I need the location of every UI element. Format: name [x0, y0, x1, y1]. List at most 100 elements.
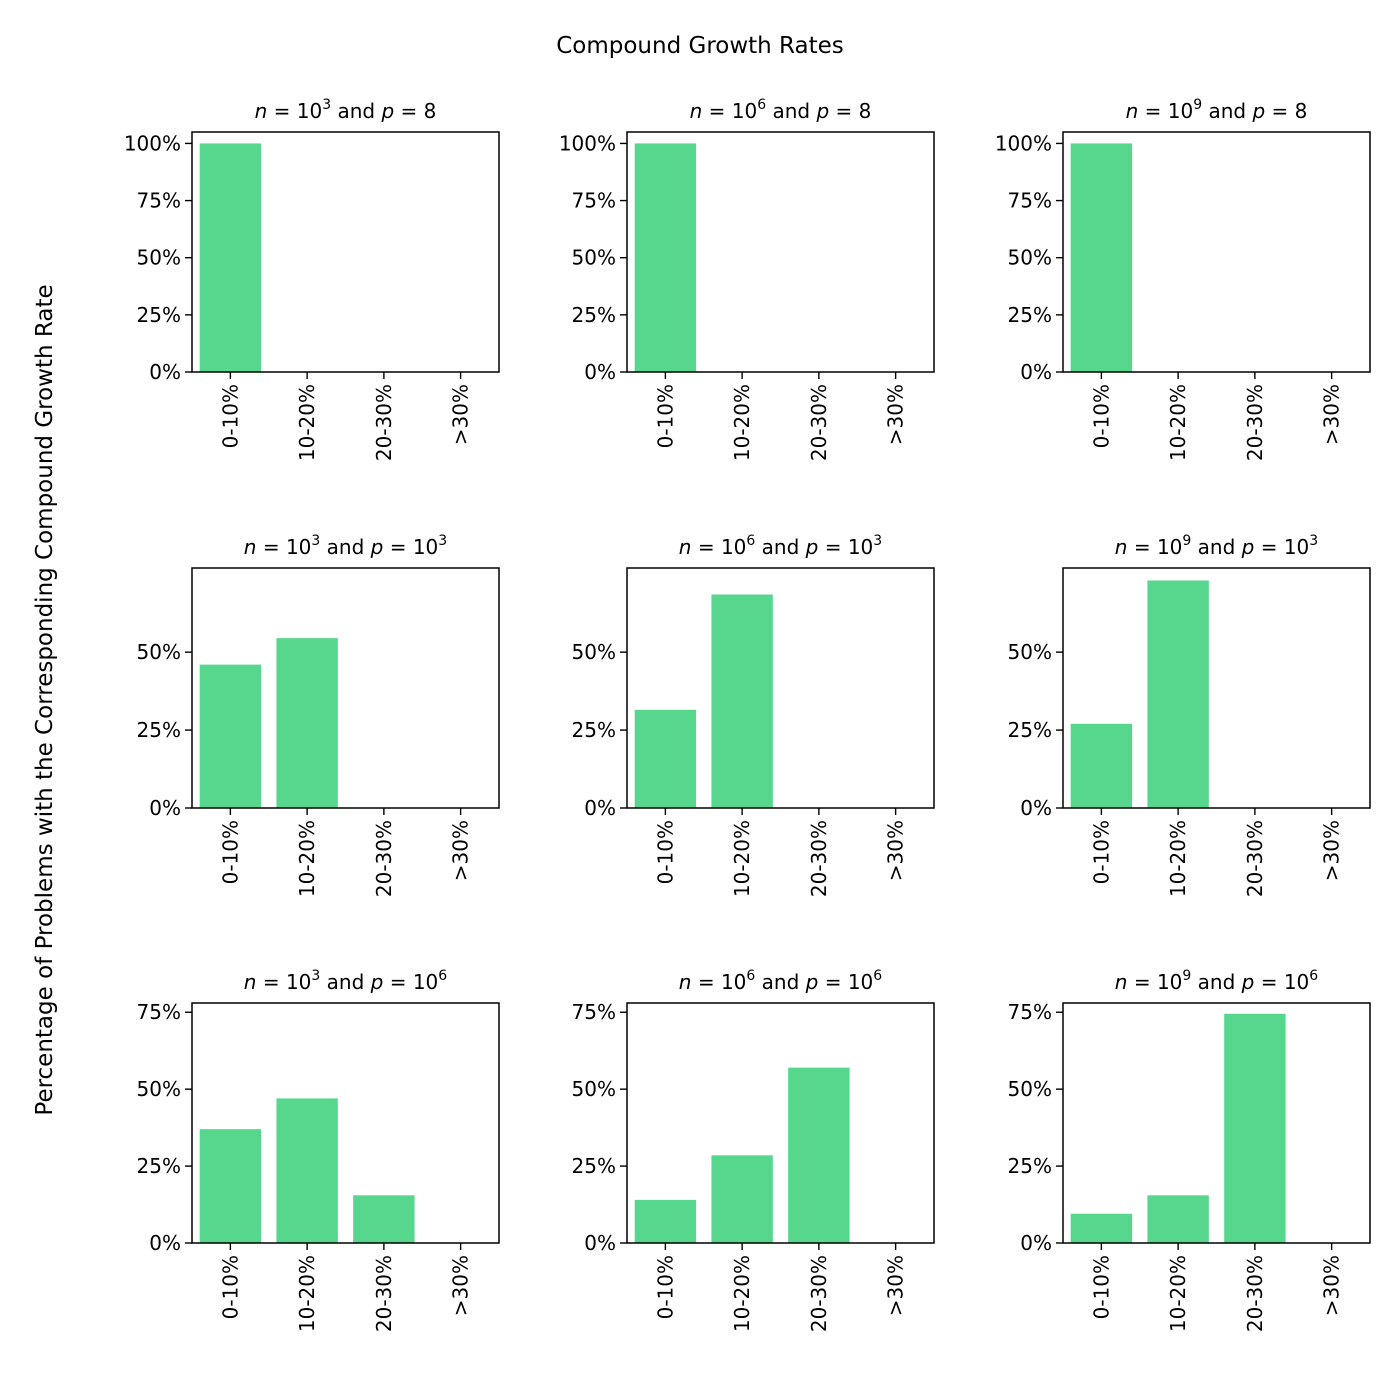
x-tick-label: 10-20% [730, 1255, 754, 1332]
y-tick-label: 25% [572, 303, 616, 327]
x-tick-label: 10-20% [295, 820, 319, 897]
x-tick-label: 0-10% [1089, 384, 1113, 448]
x-tick-label: 20-30% [807, 820, 831, 897]
panel-frame [626, 567, 935, 809]
x-tick-label: 20-30% [807, 1255, 831, 1332]
x-tick-label: >30% [884, 1255, 908, 1316]
x-tick-label: 0-10% [218, 820, 242, 884]
bar-8-2 [711, 1155, 773, 1243]
y-tick-label: 50% [572, 640, 616, 664]
x-tick-label: 20-30% [372, 1255, 396, 1332]
bar-5-1 [634, 709, 697, 808]
y-tick-label: 25% [1008, 1154, 1052, 1178]
y-tick-label: 75% [137, 189, 181, 213]
x-tick-label: 10-20% [730, 820, 754, 897]
x-tick-label: 10-20% [1166, 384, 1190, 461]
x-tick-label: >30% [449, 820, 473, 881]
bar-1-1 [199, 143, 262, 372]
panel-title: n = 103 and p = 8 [255, 97, 437, 123]
y-tick-label: 25% [572, 1154, 616, 1178]
y-tick-label: 25% [1008, 303, 1052, 327]
bar-8-1 [634, 1199, 697, 1243]
bar-7-2 [276, 1098, 338, 1243]
y-tick-label: 0% [149, 1231, 181, 1255]
y-tick-label: 0% [584, 1231, 616, 1255]
y-tick-label: 25% [137, 303, 181, 327]
y-tick-label: 50% [572, 1077, 616, 1101]
x-tick-label: 0-10% [653, 1255, 677, 1319]
y-tick-label: 75% [137, 1000, 181, 1024]
x-tick-label: 10-20% [295, 1255, 319, 1332]
panel-title: n = 103 and p = 106 [244, 968, 448, 994]
x-tick-label: 10-20% [1166, 1255, 1190, 1332]
panel-frame [626, 1002, 935, 1244]
panel-frame [191, 131, 500, 373]
y-tick-label: 50% [137, 640, 181, 664]
y-tick-label: 0% [149, 360, 181, 384]
bar-9-2 [1147, 1195, 1209, 1243]
panel-frame [191, 567, 500, 809]
y-tick-label: 50% [137, 246, 181, 270]
y-tick-label: 75% [572, 1000, 616, 1024]
x-tick-label: 0-10% [1089, 1255, 1113, 1319]
panel-frame [626, 131, 935, 373]
panel-title: n = 106 and p = 8 [690, 97, 872, 123]
figure-y-axis-label: Percentage of Problems with the Correspo… [32, 284, 58, 1115]
y-tick-label: 50% [1008, 246, 1052, 270]
x-tick-label: >30% [884, 384, 908, 445]
panel-title: n = 106 and p = 103 [679, 533, 882, 559]
x-tick-label: 20-30% [807, 384, 831, 461]
x-tick-label: 0-10% [653, 820, 677, 884]
y-tick-label: 25% [137, 718, 181, 742]
y-tick-label: 50% [137, 1077, 181, 1101]
panel-title: n = 103 and p = 103 [244, 533, 447, 559]
y-tick-label: 0% [1020, 360, 1052, 384]
x-tick-label: 0-10% [653, 384, 677, 448]
bar-4-1 [199, 664, 262, 808]
panel-4: 0% 25% 50% 0-10% 10-20% 20-30% >30% n = 103 and… [137, 533, 500, 897]
panels: 0% 25% 50% 75% 100% 0-10% 10-20% 20-30% >30% n = … [124, 97, 1371, 1332]
panel-frame [1062, 131, 1371, 373]
x-tick-label: 0-10% [1089, 820, 1113, 884]
y-tick-label: 50% [572, 246, 616, 270]
y-tick-label: 75% [572, 189, 616, 213]
x-tick-label: >30% [1320, 1255, 1344, 1316]
y-tick-label: 100% [124, 131, 181, 155]
y-tick-label: 0% [584, 360, 616, 384]
panel-5: 0% 25% 50% 0-10% 10-20% 20-30% >30% n = 106 and… [572, 533, 935, 897]
bar-9-3 [1224, 1013, 1286, 1243]
panel-3: 0% 25% 50% 75% 100% 0-10% 10-20% 20-30% >30% n = … [995, 97, 1371, 461]
x-tick-label: >30% [1320, 820, 1344, 881]
y-tick-label: 75% [1008, 189, 1052, 213]
y-tick-label: 0% [584, 796, 616, 820]
y-tick-label: 25% [1008, 718, 1052, 742]
x-tick-label: 20-30% [1243, 820, 1267, 897]
panel-2: 0% 25% 50% 75% 100% 0-10% 10-20% 20-30% >30% n = … [559, 97, 935, 461]
x-tick-label: 10-20% [730, 384, 754, 461]
panel-9: 0% 25% 50% 75% 0-10% 10-20% 20-30% >30% n = 109 … [1008, 968, 1371, 1332]
bar-7-3 [353, 1195, 415, 1243]
bar-9-1 [1070, 1213, 1133, 1243]
x-tick-label: >30% [1320, 384, 1344, 445]
chart-title: Compound Growth Rates [556, 33, 844, 59]
panel-frame [1062, 1002, 1371, 1244]
y-tick-label: 0% [1020, 796, 1052, 820]
bar-7-1 [199, 1129, 262, 1243]
y-tick-label: 50% [1008, 640, 1052, 664]
panel-title: n = 109 and p = 106 [1115, 968, 1319, 994]
bar-3-1 [1070, 143, 1133, 372]
panel-1: 0% 25% 50% 75% 100% 0-10% 10-20% 20-30% >30% n = … [124, 97, 500, 461]
y-tick-label: 0% [149, 796, 181, 820]
bar-2-1 [634, 143, 697, 372]
x-tick-label: 0-10% [218, 384, 242, 448]
x-tick-label: 10-20% [1166, 820, 1190, 897]
panel-frame [1062, 567, 1371, 809]
x-tick-label: 20-30% [372, 820, 396, 897]
bar-4-2 [276, 638, 338, 808]
x-tick-label: >30% [449, 1255, 473, 1316]
y-tick-label: 100% [995, 131, 1052, 155]
y-tick-label: 75% [1008, 1000, 1052, 1024]
x-tick-label: 0-10% [218, 1255, 242, 1319]
y-tick-label: 50% [1008, 1077, 1052, 1101]
